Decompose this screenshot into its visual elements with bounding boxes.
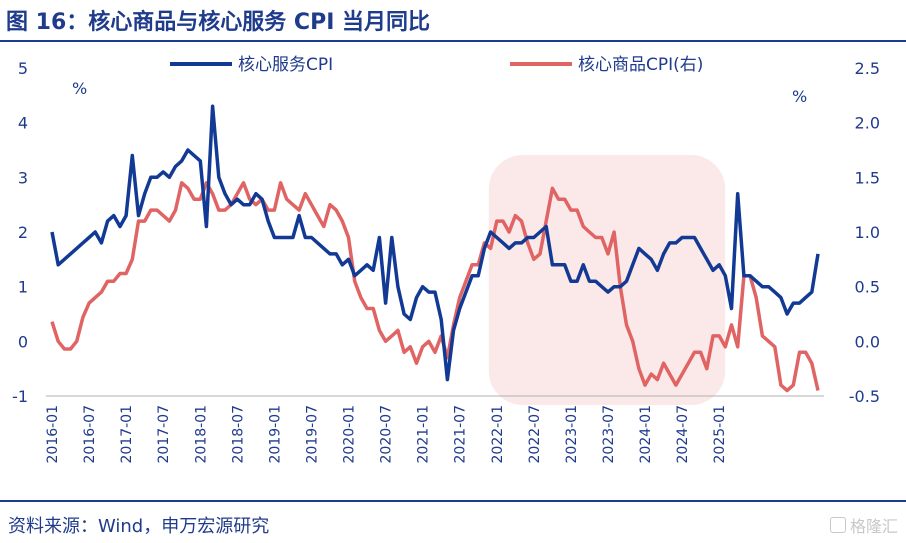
series-line-goods: [50, 181, 820, 393]
right-tick-label: 1.5: [855, 168, 880, 187]
x-tick-label: 2022-01: [490, 405, 506, 464]
right-tick-label: 0.0: [855, 332, 880, 351]
footer-divider: [0, 500, 906, 502]
x-tick-label: 2020-07: [379, 405, 395, 464]
legend: 核心服务CPI 核心商品CPI(右): [170, 55, 703, 75]
left-tick-label: 2: [18, 223, 28, 242]
x-tick-label: 2024-01: [638, 405, 654, 464]
x-axis: 2016-01 2016-07 2017-01 2017-07 2018-01 2018-…: [45, 405, 728, 464]
legend-label-goods: 核心商品CPI(右): [578, 55, 703, 75]
series-line-services: [50, 104, 820, 382]
x-tick-label: 2017-01: [119, 405, 135, 464]
source-note: 资料来源：Wind，申万宏源研究: [8, 516, 270, 537]
highlight-region: [488, 155, 726, 405]
x-tick-label: 2017-07: [156, 405, 172, 464]
left-tick-label: 5: [18, 59, 28, 78]
watermark: 格隆汇: [829, 513, 898, 537]
right-tick-label: 2.0: [855, 114, 880, 133]
x-tick-label: 2020-01: [342, 405, 358, 464]
right-tick-label: 2.5: [855, 59, 880, 78]
x-tick-label: 2025-01: [712, 405, 728, 464]
left-axis: -1 0 1 2 3 4 5: [12, 59, 28, 406]
left-tick-label: -1: [12, 387, 28, 406]
x-tick-label: 2019-01: [267, 405, 283, 464]
x-tick-label: 2016-07: [82, 405, 98, 464]
watermark-logo-icon: [829, 517, 846, 533]
left-tick-label: 0: [18, 332, 28, 351]
x-tick-label: 2016-01: [45, 405, 61, 464]
x-tick-label: 2018-01: [193, 405, 209, 464]
right-tick-label: -0.5: [849, 387, 880, 406]
x-tick-label: 2022-07: [527, 405, 543, 464]
x-tick-label: 2024-07: [675, 405, 691, 464]
right-tick-label: 1.0: [855, 223, 880, 242]
page-title: 图 16：核心商品与核心服务 CPI 当月同比: [6, 10, 431, 35]
legend-label-services: 核心服务CPI: [238, 55, 333, 75]
right-axis: -0.5 0.0 0.5 1.0 1.5 2.0 2.5: [849, 59, 880, 406]
right-axis-unit: %: [792, 87, 807, 106]
right-tick-label: 0.5: [855, 278, 880, 297]
x-tick-label: 2018-07: [230, 405, 246, 464]
title-divider: [0, 40, 906, 42]
x-tick-label: 2021-01: [416, 405, 432, 464]
left-tick-label: 3: [18, 168, 28, 187]
x-tick-label: 2021-07: [453, 405, 469, 464]
x-tick-label: 2023-01: [564, 405, 580, 464]
left-axis-unit: %: [72, 79, 87, 98]
x-tick-label: 2019-07: [304, 405, 320, 464]
left-tick-label: 1: [18, 278, 28, 297]
watermark-text: 格隆汇: [849, 517, 898, 536]
left-tick-label: 4: [18, 114, 28, 133]
x-tick-label: 2023-07: [601, 405, 617, 464]
